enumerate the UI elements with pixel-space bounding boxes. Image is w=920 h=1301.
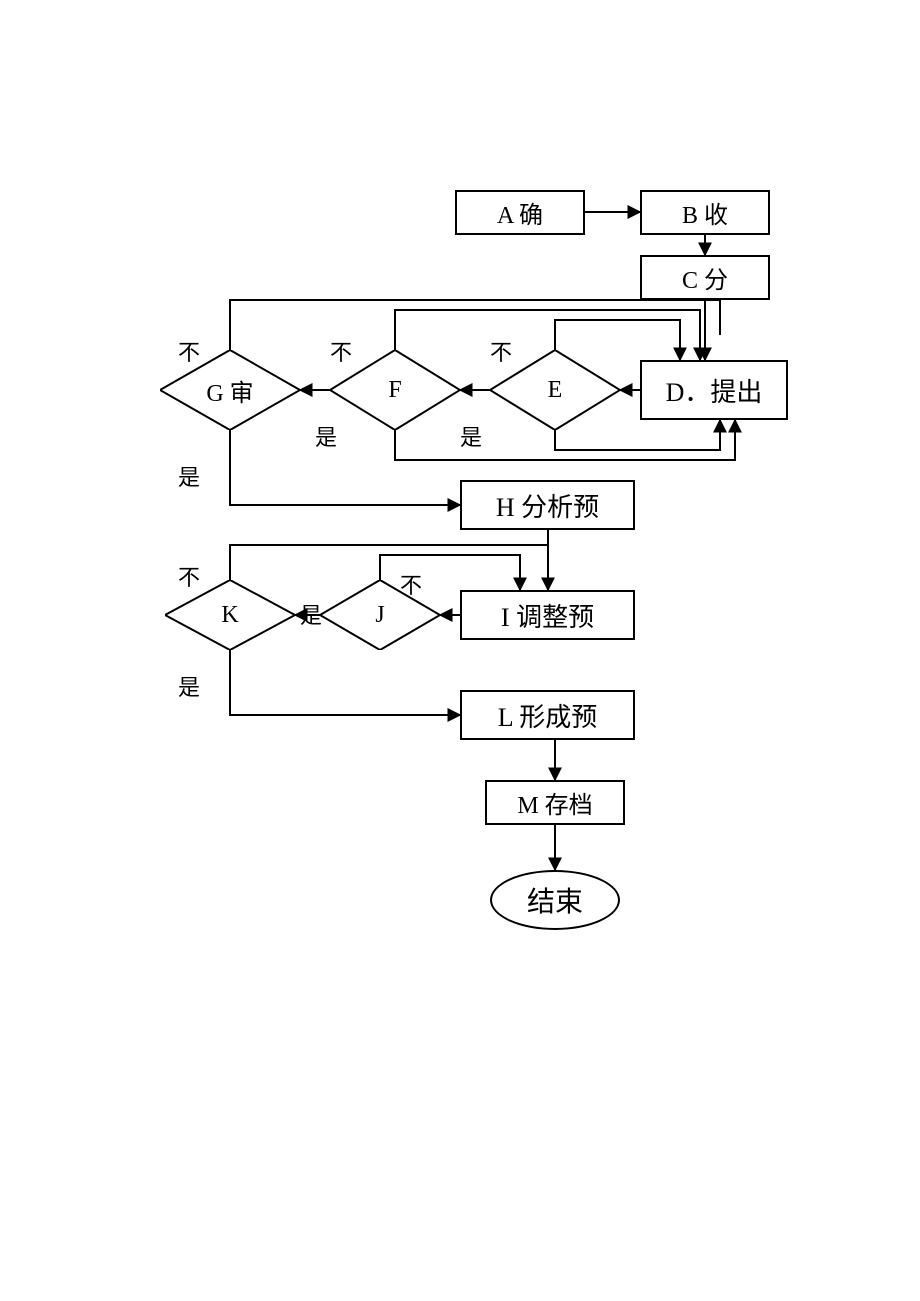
node-E-label: E [548, 377, 563, 404]
node-END: 结束 [490, 870, 620, 930]
edge-label-G-H-11: 是 [178, 460, 200, 492]
edge-label-J-K-14: 是 [300, 598, 322, 630]
node-B: B 收 [640, 190, 770, 235]
node-M: M 存档 [485, 780, 625, 825]
node-L-label: L 形成预 [498, 697, 597, 734]
node-L: L 形成预 [460, 690, 635, 740]
edge-label-K-L-17: 是 [178, 670, 200, 702]
node-M-label: M 存档 [517, 785, 592, 820]
node-A-label: A 确 [497, 195, 543, 230]
edge-label-E-D-8: 不 [490, 335, 512, 367]
node-G-label: G 审 [206, 373, 253, 408]
edge-label-J-I-15: 不 [400, 568, 422, 600]
node-C: C 分 [640, 255, 770, 300]
edge-K-I-16 [230, 545, 548, 580]
node-C-label: C 分 [682, 260, 728, 295]
edge-K-L-17 [230, 650, 460, 715]
node-H-label: H 分析预 [496, 487, 599, 524]
node-END-label: 结束 [527, 880, 583, 920]
node-D-label: D．提出 [666, 372, 763, 409]
node-F-label: F [388, 377, 401, 404]
node-D: D．提出 [640, 360, 788, 420]
edge-label-K-I-16: 不 [178, 560, 200, 592]
edge-label-G-D-10: 不 [178, 335, 200, 367]
edge-G-D-10 [230, 300, 720, 350]
node-I: I 调整预 [460, 590, 635, 640]
node-I-label: I 调整预 [501, 597, 594, 634]
node-B-label: B 收 [682, 195, 728, 230]
node-K-label: K [221, 602, 238, 629]
node-A: A 确 [455, 190, 585, 235]
edge-label-F-D-9: 不 [330, 335, 352, 367]
edge-label-F-D-7: 是 [315, 420, 337, 452]
edge-label-E-D-6: 是 [460, 420, 482, 452]
node-J-label: J [375, 602, 384, 629]
node-H: H 分析预 [460, 480, 635, 530]
edge-G-H-11 [230, 430, 460, 505]
flowchart-canvas: A 确 B 收 C 分 D．提出 E F G 审 H 分析预 I 调整预 J K L 形成预 M 存档结… [0, 0, 920, 1301]
